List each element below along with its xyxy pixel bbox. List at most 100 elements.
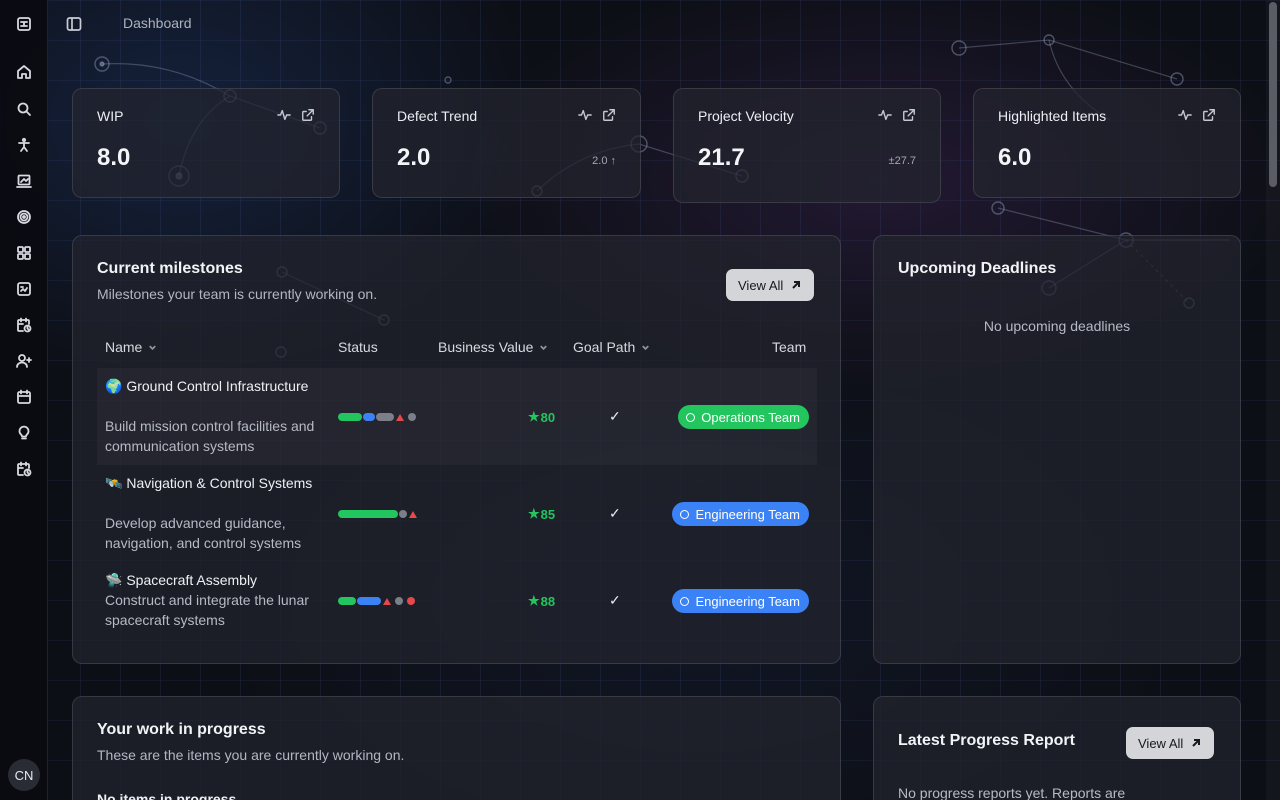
- stat-actions: [277, 108, 315, 122]
- table-row[interactable]: 🌍 Ground Control Infrastructure Build mi…: [97, 368, 817, 465]
- team-ring-icon: [680, 596, 690, 606]
- business-value: ★ 85: [528, 506, 555, 522]
- goal-path-check: ✓: [609, 408, 621, 424]
- deadlines-panel: Upcoming Deadlines No upcoming deadlines: [873, 235, 1241, 664]
- external-link-icon[interactable]: [902, 108, 916, 122]
- panel-subtitle: These are the items you are currently wo…: [97, 747, 405, 763]
- calendar-clock-icon[interactable]: [12, 313, 36, 337]
- milestone-name-text: Navigation & Control Systems: [126, 475, 313, 491]
- status-segment-in-progress: [363, 413, 375, 421]
- target-icon[interactable]: [12, 205, 36, 229]
- scroll-thumb[interactable]: [1269, 2, 1277, 187]
- panel-title: Current milestones: [97, 260, 243, 277]
- stat-actions: [878, 108, 916, 122]
- view-all-label: View All: [738, 277, 784, 293]
- topbar: Dashboard: [48, 0, 1280, 48]
- view-all-button[interactable]: View All: [1126, 727, 1215, 759]
- status-segment-done: [338, 597, 356, 605]
- app-logo-icon[interactable]: [12, 12, 36, 36]
- milestone-description: Build mission control facilities and com…: [105, 418, 315, 454]
- status-risk-icon: [409, 510, 417, 518]
- status-blocked-dot: [407, 597, 415, 605]
- column-header-label: Status: [338, 339, 378, 355]
- team-badge[interactable]: Engineering Team: [672, 589, 809, 613]
- stat-sub: 2.0 ↑: [592, 155, 616, 167]
- breadcrumb: Dashboard: [123, 15, 192, 31]
- table-row[interactable]: 🛸 Spacecraft Assembly Construct and inte…: [97, 562, 817, 642]
- team-badge-label: Engineering Team: [695, 593, 800, 609]
- avatar-initials: CN: [14, 767, 34, 783]
- sidebar-toggle-icon[interactable]: [66, 16, 82, 32]
- status-segment-in-progress: [357, 597, 381, 605]
- team-ring-icon: [686, 412, 696, 422]
- team-badge[interactable]: Engineering Team: [672, 502, 809, 526]
- team-badge-label: Operations Team: [701, 409, 800, 425]
- business-value-number: 80: [540, 409, 556, 425]
- panel-title: Upcoming Deadlines: [898, 260, 1057, 277]
- column-header-label: Team: [772, 339, 807, 355]
- activity-icon[interactable]: [1178, 108, 1192, 122]
- business-value-number: 85: [540, 506, 556, 522]
- report-icon[interactable]: [12, 277, 36, 301]
- activity-icon[interactable]: [277, 108, 291, 122]
- external-link-icon[interactable]: [301, 108, 315, 122]
- stat-card-highlighted-items: Highlighted Items 6.0: [973, 88, 1241, 198]
- status-indicator: [338, 597, 415, 605]
- satellite-icon: 🛰️: [105, 475, 123, 491]
- lightbulb-icon[interactable]: [12, 421, 36, 445]
- column-header-name[interactable]: Name: [105, 339, 158, 355]
- arrow-up-right-icon: [1192, 739, 1201, 747]
- activity-icon[interactable]: [578, 108, 592, 122]
- goal-path-check: ✓: [609, 505, 621, 521]
- milestone-name: 🛸 Spacecraft Assembly: [105, 570, 325, 590]
- activity-icon[interactable]: [878, 108, 892, 122]
- stat-card-project-velocity: Project Velocity 21.7 ±27.7: [673, 88, 941, 203]
- panel-title: Latest Progress Report: [898, 732, 1075, 749]
- external-link-icon[interactable]: [602, 108, 616, 122]
- column-header-goal-path[interactable]: Goal Path: [573, 339, 651, 355]
- goal-path-check: ✓: [609, 592, 621, 608]
- avatar[interactable]: CN: [8, 759, 40, 791]
- home-icon[interactable]: [12, 60, 36, 84]
- chevron-down-icon: [642, 344, 650, 350]
- stat-title: Project Velocity: [698, 108, 794, 124]
- stat-title: Highlighted Items: [998, 108, 1107, 124]
- star-icon: ★: [528, 506, 540, 521]
- accessibility-icon[interactable]: [12, 133, 36, 157]
- chart-board-icon[interactable]: [12, 169, 36, 193]
- column-header-team: Team: [772, 339, 806, 355]
- status-risk-icon: [383, 597, 391, 605]
- status-dot: [408, 413, 416, 421]
- status-segment-todo: [376, 413, 394, 421]
- team-badge[interactable]: Operations Team: [678, 405, 809, 429]
- table-row[interactable]: 🛰️ Navigation & Control Systems Develop …: [97, 465, 817, 562]
- status-indicator: [338, 510, 418, 518]
- milestone-description: Develop advanced guidance, navigation, a…: [105, 515, 302, 551]
- status-dot: [399, 510, 407, 518]
- globe-icon: 🌍: [105, 378, 123, 394]
- chevron-down-icon: [540, 344, 548, 350]
- milestone-name: 🛰️ Navigation & Control Systems: [105, 473, 325, 493]
- user-plus-icon[interactable]: [12, 349, 36, 373]
- stat-value: 6.0: [998, 144, 1032, 171]
- column-header-business-value[interactable]: Business Value: [438, 339, 549, 355]
- scrollbar[interactable]: [1266, 0, 1280, 800]
- stat-card-wip: WIP 8.0: [72, 88, 340, 198]
- column-header-label: Goal Path: [573, 339, 636, 355]
- grid-icon[interactable]: [12, 241, 36, 265]
- calendar-clock-icon[interactable]: [12, 457, 36, 481]
- column-header-label: Name: [105, 339, 143, 355]
- view-all-button[interactable]: View All: [726, 269, 815, 301]
- stat-sub: ±27.7: [888, 155, 916, 167]
- empty-state: No upcoming deadlines: [983, 318, 1131, 334]
- search-icon[interactable]: [12, 97, 36, 121]
- calendar-icon[interactable]: [12, 385, 36, 409]
- icon-rail: CN: [0, 0, 48, 800]
- milestone-description: Construct and integrate the lunar spacec…: [105, 592, 309, 628]
- status-risk-icon: [396, 413, 404, 421]
- spaceship-icon: 🛸: [105, 572, 123, 588]
- stat-title: WIP: [97, 108, 124, 124]
- column-header-label: Business Value: [438, 339, 534, 355]
- column-header-status: Status: [338, 339, 378, 355]
- external-link-icon[interactable]: [1202, 108, 1216, 122]
